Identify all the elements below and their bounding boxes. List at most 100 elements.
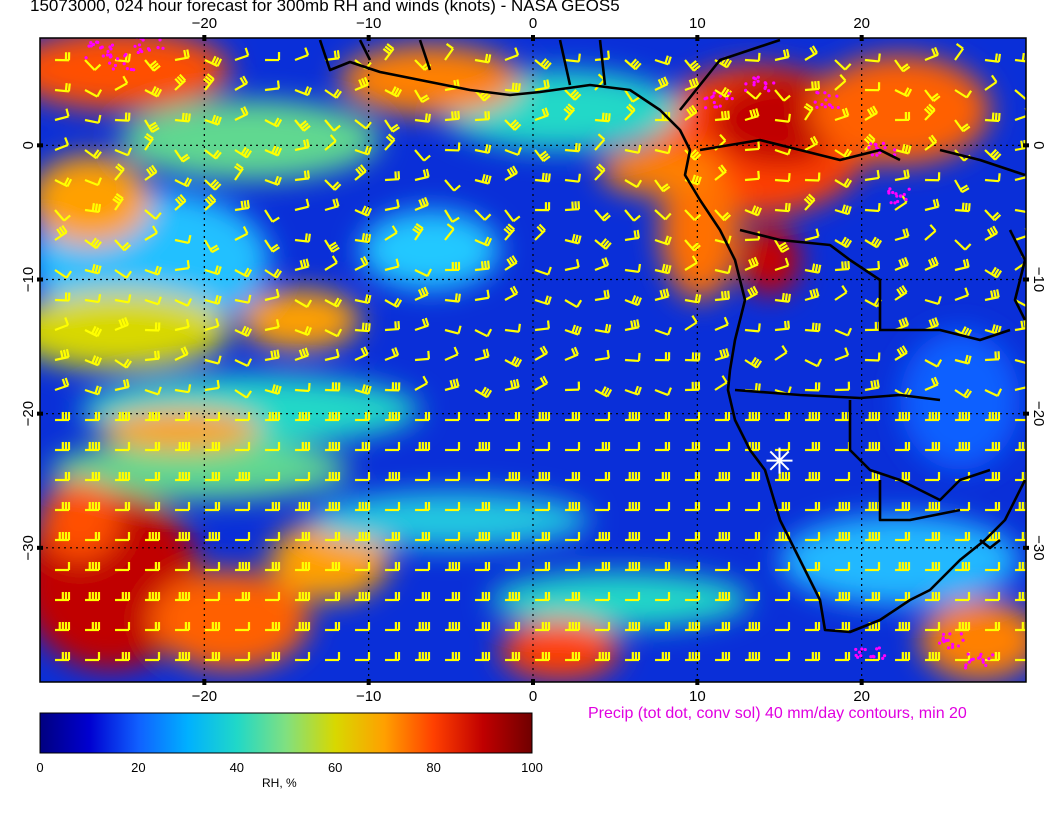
wind-barb: [85, 412, 101, 422]
precip-dot: [161, 46, 165, 50]
wind-barb: [624, 263, 642, 273]
wind-barb: [475, 502, 491, 512]
wind-barb: [84, 89, 103, 98]
lon-tick-label: 10: [689, 15, 706, 32]
wind-barb: [54, 224, 68, 241]
wind-barb: [534, 58, 552, 70]
wind-barb: [294, 139, 310, 152]
wind-barb: [325, 592, 341, 602]
wind-barb: [865, 412, 881, 422]
precip-dot: [961, 638, 965, 642]
wind-barb: [624, 352, 641, 363]
precip-dot: [830, 105, 834, 109]
wind-barb: [955, 442, 971, 452]
wind-barb: [805, 562, 821, 572]
wind-barb: [535, 652, 551, 662]
wind-barb: [834, 284, 848, 301]
wind-barb: [205, 412, 221, 422]
precip-dot: [108, 61, 112, 65]
wind-barb: [415, 652, 431, 662]
wind-barb: [835, 562, 851, 572]
wind-barb: [175, 472, 191, 482]
wind-barb: [625, 472, 641, 482]
wind-barb: [804, 358, 823, 368]
wind-barb: [235, 412, 251, 422]
wind-barb: [984, 209, 1002, 222]
precip-dot: [772, 81, 776, 85]
wind-barb: [804, 135, 819, 151]
wind-barb: [205, 502, 221, 512]
wind-barb: [595, 562, 611, 572]
wind-barb: [684, 77, 700, 92]
wind-barb: [115, 532, 131, 542]
wind-barb: [414, 113, 431, 123]
wind-barb: [505, 592, 521, 602]
wind-barb: [594, 349, 610, 362]
precip-dot: [106, 49, 110, 54]
wind-barb: [115, 592, 131, 602]
wind-barb: [505, 472, 521, 482]
wind-barb: [745, 442, 761, 452]
wind-barb: [954, 239, 972, 251]
wind-barb: [54, 209, 71, 222]
wind-barb: [55, 472, 71, 482]
wind-barb: [685, 502, 701, 512]
wind-barb: [564, 299, 583, 309]
wind-barb: [774, 113, 791, 123]
wind-barb: [204, 294, 222, 305]
wind-barb: [414, 375, 429, 391]
wind-barb: [684, 381, 701, 392]
wind-barb: [444, 142, 461, 152]
wind-barb: [115, 442, 131, 452]
wind-barb: [865, 622, 881, 632]
wind-barb: [264, 239, 281, 253]
wind-barb: [894, 169, 910, 182]
wind-barb: [625, 412, 641, 422]
wind-barb: [985, 592, 1001, 602]
precip-dot: [948, 632, 952, 636]
wind-barb: [474, 386, 493, 399]
wind-barb: [625, 442, 641, 452]
wind-barb: [954, 202, 971, 213]
wind-barb: [715, 622, 731, 632]
wind-barb: [655, 442, 671, 452]
wind-barb: [715, 472, 731, 482]
wind-barb: [384, 347, 400, 362]
wind-barb: [324, 255, 338, 271]
wind-barb: [325, 562, 341, 572]
wind-barb: [144, 164, 158, 181]
precip-dot: [881, 656, 885, 660]
wind-barb: [265, 412, 281, 422]
wind-barb: [684, 59, 701, 72]
precip-dot: [725, 96, 729, 101]
wind-barb: [475, 532, 491, 542]
wind-barb: [445, 532, 461, 542]
wind-barb: [294, 258, 310, 272]
wind-barb: [745, 592, 761, 602]
wind-barb: [594, 386, 613, 398]
precip-dot: [941, 636, 945, 640]
wind-barb: [384, 258, 400, 272]
wind-barb: [295, 472, 311, 482]
wind-barb: [894, 256, 910, 272]
lat-tick-label: 0: [1030, 141, 1047, 149]
wind-barb: [954, 354, 972, 365]
precip-dot: [743, 88, 748, 92]
wind-barb: [564, 258, 580, 272]
precip-dot: [882, 654, 887, 658]
wind-barb: [235, 472, 251, 482]
wind-barb: [385, 502, 401, 512]
wind-barb: [475, 472, 491, 482]
wind-barb: [595, 652, 611, 662]
wind-barb: [355, 472, 371, 482]
wind-barb: [354, 256, 369, 271]
wind-barb: [534, 172, 551, 183]
wind-barb: [924, 376, 939, 392]
wind-barb: [85, 532, 101, 542]
wind-barb: [804, 45, 818, 61]
wind-barb: [144, 225, 158, 241]
wind-barb: [54, 269, 73, 279]
wind-barb: [264, 117, 283, 128]
precip-dot: [964, 663, 968, 667]
wind-barb: [264, 145, 283, 157]
